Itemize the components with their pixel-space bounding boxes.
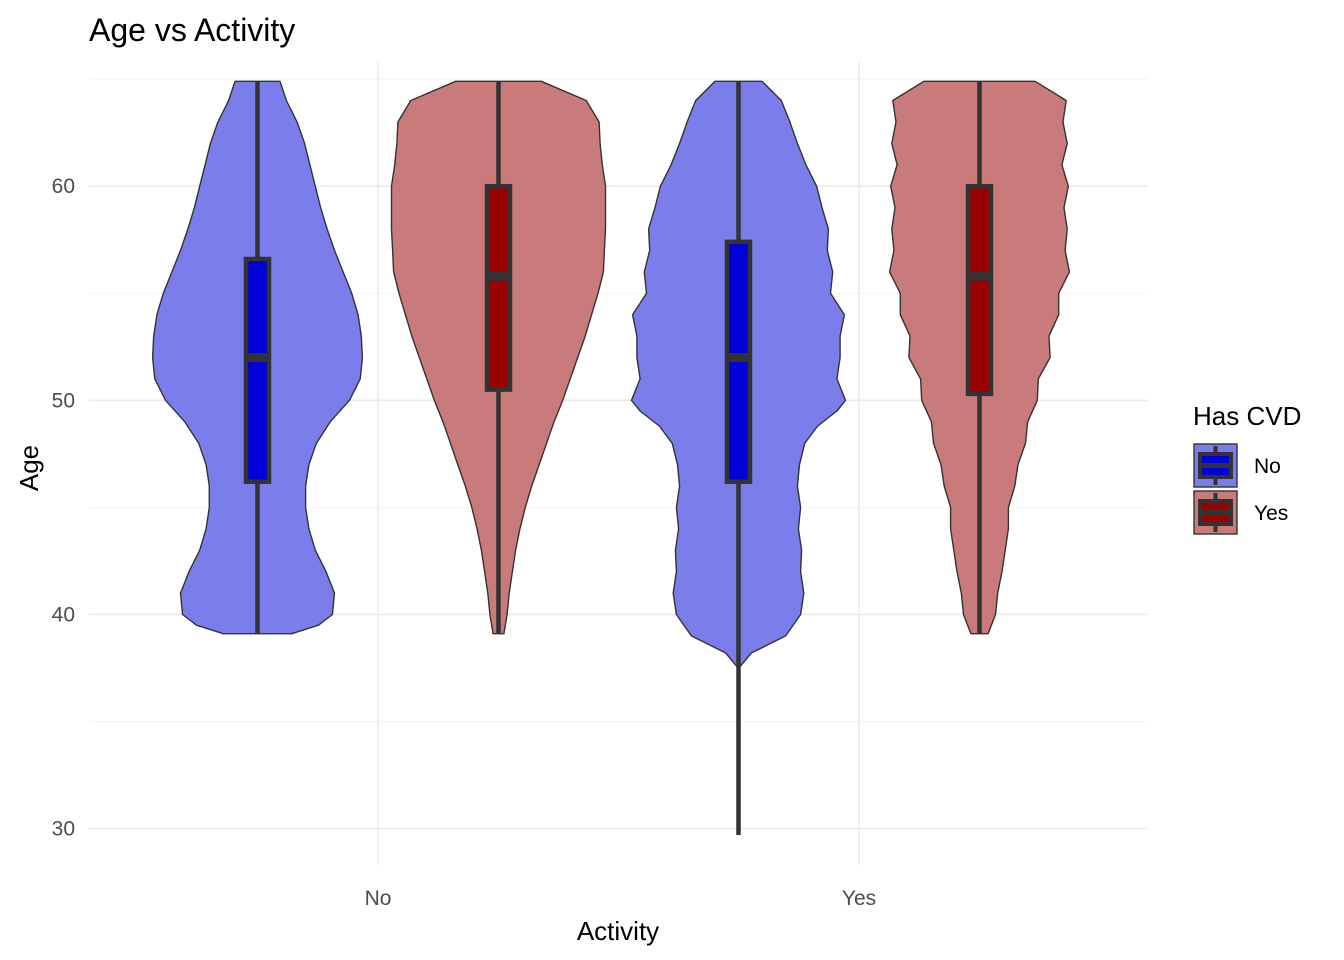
legend-entry-yes: Yes (1193, 490, 1288, 535)
box-series-yes-activity-no (484, 183, 513, 392)
x-tick-label-no: No (365, 887, 392, 910)
y-tick-label-2: 50 (52, 389, 75, 412)
legend: Has CVD No Yes (1193, 401, 1301, 535)
violin-layer (151, 80, 1071, 667)
y-tick-label-3: 60 (52, 175, 75, 198)
legend-entry-no: No (1193, 443, 1281, 488)
y-tick-label-1: 40 (52, 603, 75, 626)
legend-title: Has CVD (1193, 401, 1301, 431)
y-axis-ticks: 30 40 50 60 (52, 175, 75, 840)
chart-title: Age vs Activity (89, 12, 295, 48)
legend-label-no: No (1254, 455, 1281, 478)
legend-entries: No Yes (1193, 443, 1288, 535)
legend-label-yes: Yes (1254, 502, 1288, 525)
x-axis-title: Activity (577, 916, 659, 946)
y-tick-label-0: 30 (52, 818, 75, 841)
x-axis-ticks: No Yes (365, 887, 877, 910)
box-series-yes-activity-yes (965, 183, 994, 397)
y-axis-title: Age (14, 445, 44, 491)
box-series-no-activity-no (243, 256, 272, 484)
boxplot-layer (243, 81, 994, 836)
x-tick-label-yes: Yes (842, 887, 876, 910)
